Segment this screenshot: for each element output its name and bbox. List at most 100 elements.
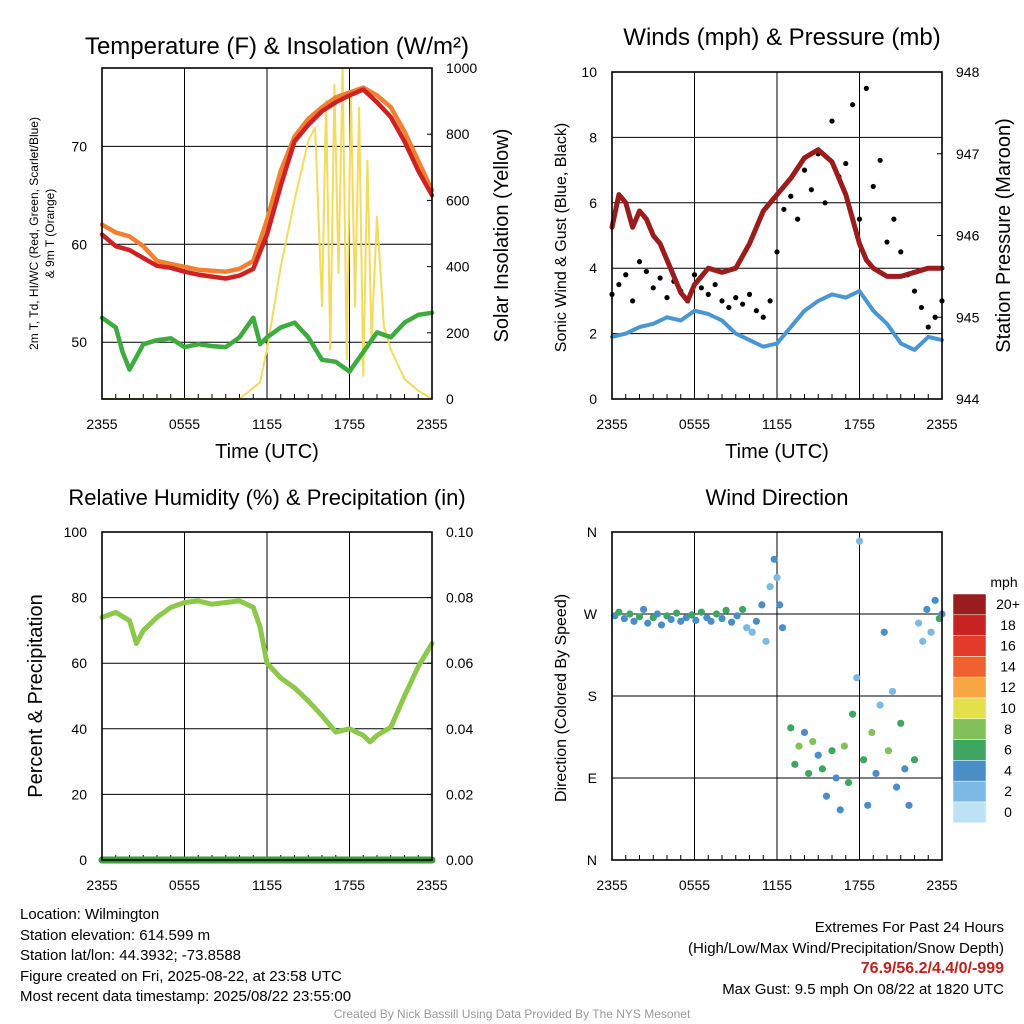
temperature-ylabel-left-line1: 2m T, Td, HI/WC (Red, Green, Scarlet/Blu… (27, 117, 41, 350)
direction-point (630, 617, 638, 625)
speed-legend-label: 6 (1004, 742, 1012, 758)
gust-point (877, 157, 883, 163)
rh-ytick-label: 80 (71, 590, 87, 606)
speed-legend-label: 12 (1000, 679, 1016, 695)
rh-ytick-right-label: 0.06 (446, 655, 473, 671)
direction-point (828, 747, 836, 755)
direction-point (855, 537, 864, 545)
speed-legend-swatch (952, 593, 987, 616)
speed-legend-label: 10 (1000, 700, 1016, 716)
gust-point (788, 193, 794, 199)
humidity-chart: 2355 0555 1155 1755 2355 0 20 40 60 80 100 0.00 0.02… (25, 485, 473, 893)
extremes-panel: Extremes For Past 24 Hours (High/Low/Max… (688, 918, 1004, 1000)
humidity-line (99, 598, 435, 745)
gust-point (691, 272, 698, 278)
humidity-ylabel-left: Percent & Precipitation (25, 594, 47, 797)
temp-xtick-label: 1755 (334, 416, 365, 432)
temperature-ylabel-right: Solar Insolation (Yellow) (491, 129, 513, 343)
gust-point (740, 301, 746, 307)
wind-ytick-label: 4 (589, 260, 597, 276)
direction-point (707, 617, 715, 625)
gust-point (760, 314, 766, 320)
gust-point (808, 187, 814, 193)
gust-point (829, 118, 835, 124)
direction-point (766, 583, 774, 591)
temp-2m-line (99, 87, 435, 281)
direction-point (743, 624, 751, 632)
temp-ytick-label: 70 (71, 138, 87, 154)
direction-point (762, 637, 770, 645)
rh-ytick-label: 100 (64, 524, 88, 540)
winds-title: Winds (mph) & Pressure (mb) (623, 24, 940, 51)
gust-point (911, 288, 918, 294)
direction-point (897, 719, 905, 727)
gust-point (774, 249, 780, 255)
direction-point (673, 609, 681, 617)
direction-point (860, 756, 868, 764)
direction-point (697, 608, 705, 616)
sonic-wind-line (610, 289, 944, 352)
direction-point (800, 728, 809, 737)
station-location: Location: Wilmington (20, 906, 160, 923)
speed-legend-swatch (952, 635, 987, 657)
direction-point (752, 617, 760, 625)
temperature-ylabel-left-line2: & 9m T (Orange) (43, 189, 57, 279)
gust-point (719, 298, 725, 304)
direction-point (893, 783, 901, 791)
rh-xtick-label: 1155 (252, 877, 282, 893)
gust-point (616, 281, 622, 288)
speed-legend-swatch (952, 780, 987, 803)
speed-legend-title: mph (990, 574, 1017, 590)
gust-point (650, 285, 656, 291)
wind-ytick-right-label: 946 (956, 228, 980, 244)
most-recent-timestamp: Most recent data timestamp: 2025/08/22 2… (20, 988, 352, 1005)
rh-ytick-label: 0 (79, 852, 87, 868)
rh-xtick-label: 0555 (169, 877, 200, 893)
direction-point (770, 555, 778, 563)
direction-point (849, 710, 857, 718)
direction-point (931, 596, 939, 604)
direction-point (864, 801, 872, 809)
direction-point (910, 756, 919, 764)
direction-point (728, 618, 736, 626)
temp-9m-line (99, 85, 435, 274)
winds-chart: 2355 0555 1155 1755 2355 0 2 4 6 8 10 944 945 946 947 9… (553, 24, 1015, 463)
rh-ytick-label: 20 (71, 786, 87, 802)
gust-point (664, 295, 670, 301)
dewpoint-line (99, 310, 435, 374)
pressure-line (609, 147, 945, 304)
station-elevation: Station elevation: 614.599 m (20, 926, 211, 944)
gust-point (801, 167, 808, 173)
direction-point (657, 621, 666, 629)
direction-point (927, 628, 935, 636)
gust-point (856, 216, 863, 222)
wind-ytick-right-label: 947 (956, 146, 980, 162)
winds-ylabel-left: Sonic Wind & Gust (Blue, Black) (553, 123, 570, 352)
rh-ytick-right-label: 0.00 (446, 852, 473, 868)
gust-point (705, 291, 711, 297)
direction-point (884, 747, 892, 755)
gust-point (636, 259, 643, 265)
wind-xtick-label: 1755 (844, 416, 875, 432)
direction-point (620, 614, 628, 623)
figure-created: Figure created on Fri, 2025-08-22, at 23… (20, 967, 342, 985)
station-info: Location: Wilmington Station elevation: … (20, 905, 351, 1008)
extremes-title: Extremes For Past 24 Hours (814, 919, 1004, 936)
temp-ytick-label: 60 (71, 236, 87, 252)
direction-point (667, 615, 675, 624)
speed-legend-swatch (952, 718, 987, 740)
direction-point (872, 769, 880, 778)
speed-legend-label: 18 (1000, 617, 1016, 633)
speed-legend-label: 20+ (996, 596, 1020, 612)
direction-point (915, 619, 923, 627)
gust-point (822, 200, 828, 206)
speed-legend-label: 14 (1000, 658, 1016, 674)
direction-point (677, 617, 685, 625)
temp-ytick-right-label: 600 (446, 192, 470, 208)
gust-point (712, 281, 718, 288)
gust-point (630, 298, 636, 304)
speed-legend-swatch (952, 801, 987, 824)
temperature-title: Temperature (F) & Insolation (W/m²) (85, 33, 469, 60)
gust-point (850, 102, 856, 108)
